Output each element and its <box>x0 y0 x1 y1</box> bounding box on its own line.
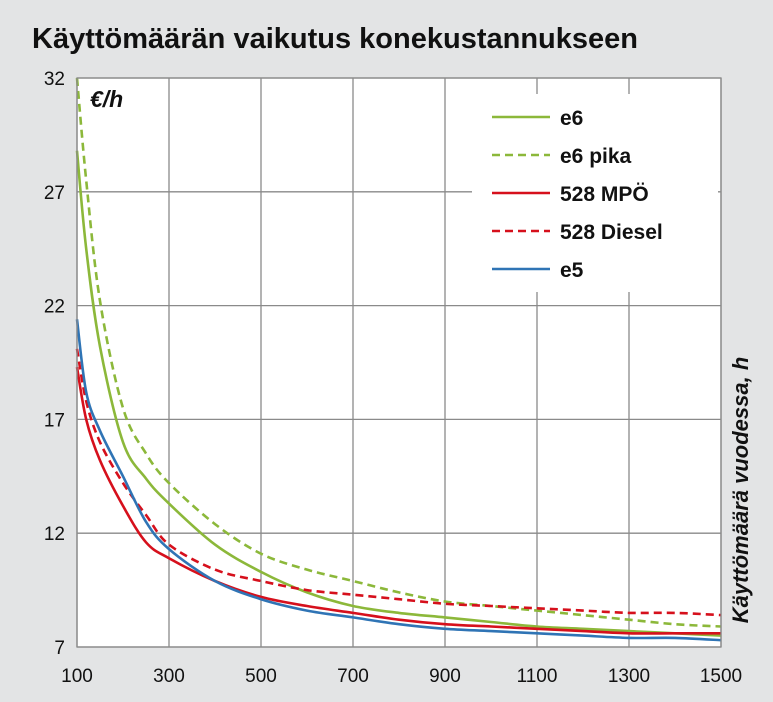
x-tick-label: 1500 <box>700 666 742 687</box>
y-axis-label: Käyttömäärä vuodessa, h <box>728 357 753 624</box>
plot-frame <box>76 77 722 648</box>
series-lines <box>75 77 722 642</box>
y-tick-label: 27 <box>44 183 65 204</box>
legend-label: 528 MPÖ <box>560 183 649 206</box>
x-tick-label: 700 <box>337 666 369 687</box>
legend-label: 528 Diesel <box>560 221 663 244</box>
series-line-0 <box>75 150 722 637</box>
x-tick-label: 500 <box>245 666 277 687</box>
legend-label: e6 <box>560 107 583 130</box>
x-tick-label: 1300 <box>608 666 650 687</box>
x-tick-label: 900 <box>429 666 461 687</box>
x-tick-label: 300 <box>153 666 185 687</box>
chart-title: Käyttömäärän vaikutus konekustannukseen <box>32 23 638 55</box>
y-tick-label: 32 <box>44 69 65 90</box>
x-tick-label: 1100 <box>517 666 558 687</box>
y-tick-label: 12 <box>44 524 65 545</box>
series-line-4 <box>75 319 722 642</box>
legend-label: e6 pika <box>560 145 632 168</box>
y-tick-label: 22 <box>44 297 65 318</box>
y-tick-labels: 7 12 17 22 27 32 <box>44 69 65 659</box>
legend-label: e5 <box>560 259 584 282</box>
y-tick-label: 17 <box>44 410 65 431</box>
y-tick-label: 7 <box>54 638 65 659</box>
x-tick-labels: 100 300 500 700 900 1100 1300 1500 <box>61 666 742 687</box>
legend: e6 e6 pika 528 MPÖ 528 Diesel e5 <box>492 107 663 282</box>
series-line-2 <box>75 366 721 635</box>
y-unit-label: €/h <box>90 86 123 112</box>
series-line-3 <box>75 348 722 617</box>
x-tick-label: 100 <box>61 666 93 687</box>
series-line-1 <box>75 77 722 628</box>
